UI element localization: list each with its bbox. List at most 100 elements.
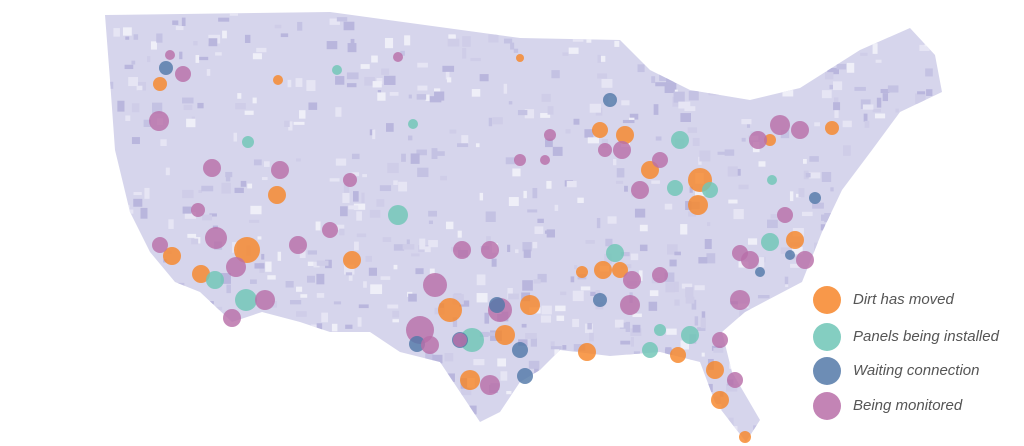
site-marker xyxy=(732,245,748,261)
county xyxy=(238,377,248,387)
county xyxy=(124,64,134,70)
county xyxy=(624,185,628,192)
county xyxy=(144,259,150,264)
county xyxy=(760,12,765,19)
county xyxy=(393,358,400,369)
county xyxy=(769,417,779,423)
county xyxy=(678,101,691,109)
county xyxy=(128,77,139,87)
county xyxy=(442,65,455,72)
county xyxy=(604,253,612,264)
county xyxy=(573,118,580,125)
county xyxy=(348,205,359,210)
county xyxy=(803,360,814,367)
county xyxy=(315,221,321,231)
county xyxy=(233,132,238,142)
county xyxy=(569,390,580,402)
county xyxy=(629,113,639,120)
county xyxy=(152,102,163,114)
county xyxy=(700,317,706,329)
county xyxy=(308,102,318,110)
county xyxy=(890,20,900,28)
county xyxy=(401,153,406,162)
county xyxy=(635,15,643,21)
county xyxy=(444,353,454,362)
county xyxy=(761,418,769,425)
site-marker xyxy=(516,54,524,62)
county xyxy=(654,386,666,394)
county xyxy=(795,406,799,416)
county xyxy=(636,423,641,430)
county xyxy=(604,362,610,367)
county xyxy=(113,28,120,37)
county xyxy=(724,149,735,156)
county xyxy=(655,136,662,141)
county xyxy=(377,92,386,101)
county xyxy=(802,158,807,164)
county xyxy=(901,315,912,325)
county xyxy=(904,427,914,438)
site-marker xyxy=(242,136,254,148)
county xyxy=(261,177,268,181)
county xyxy=(110,277,119,286)
county xyxy=(364,76,375,86)
site-marker xyxy=(702,182,718,198)
county xyxy=(619,390,624,394)
county xyxy=(812,202,824,209)
site-marker xyxy=(620,295,640,315)
county xyxy=(634,208,646,218)
county xyxy=(431,148,438,159)
site-marker xyxy=(739,431,751,443)
county xyxy=(780,247,791,254)
county xyxy=(927,206,934,217)
county xyxy=(415,268,424,275)
county xyxy=(507,288,513,299)
county xyxy=(231,399,236,407)
county xyxy=(766,219,778,229)
site-marker xyxy=(786,231,804,249)
county xyxy=(168,332,178,337)
county xyxy=(899,387,912,394)
county xyxy=(105,243,110,248)
county xyxy=(221,182,231,194)
county xyxy=(833,39,838,43)
county xyxy=(126,220,133,227)
county xyxy=(281,353,290,357)
county xyxy=(530,337,537,347)
county xyxy=(335,355,347,359)
county xyxy=(924,40,928,47)
county xyxy=(476,274,486,286)
county xyxy=(235,103,246,110)
county xyxy=(339,228,345,236)
county xyxy=(168,219,174,229)
county xyxy=(445,373,455,382)
county xyxy=(512,168,521,177)
county xyxy=(565,129,571,134)
county xyxy=(313,435,323,441)
county xyxy=(562,385,571,396)
county xyxy=(197,102,204,109)
site-marker xyxy=(322,222,338,238)
county xyxy=(587,323,592,330)
county xyxy=(620,390,631,399)
county xyxy=(824,72,834,80)
county xyxy=(377,90,382,95)
county xyxy=(147,56,151,63)
county xyxy=(133,34,139,40)
county xyxy=(597,73,608,79)
county xyxy=(201,185,214,192)
county xyxy=(215,52,222,56)
county xyxy=(398,354,408,363)
county xyxy=(533,279,541,284)
county xyxy=(914,162,920,170)
county xyxy=(393,180,398,185)
county xyxy=(694,285,705,291)
county xyxy=(655,82,668,87)
county xyxy=(379,185,392,192)
county xyxy=(933,247,940,252)
county xyxy=(574,265,578,270)
site-marker xyxy=(343,251,361,269)
county xyxy=(713,347,724,353)
county xyxy=(354,241,359,251)
